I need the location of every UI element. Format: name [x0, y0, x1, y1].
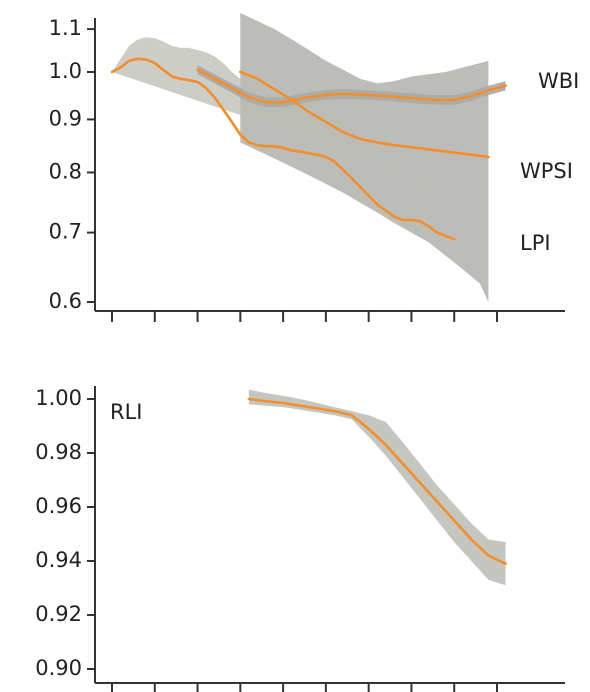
rli-confidence-band: [248, 389, 506, 586]
y-tick-label: 0.9: [49, 106, 82, 130]
y-tick-label: 1.1: [49, 16, 82, 40]
lpi-mean-line: [110, 57, 456, 241]
y-tick-label: 1.00: [35, 386, 82, 410]
lpi-label: LPI: [520, 231, 551, 255]
lpi-confidence-band: [112, 37, 455, 187]
y-tick-label: 0.6: [49, 289, 82, 313]
top-panel: LPI WBI WPSI 0.6 0.7 0.8 0.9 1.0 1.1: [49, 13, 579, 322]
y-tick-label: 0.92: [35, 602, 82, 626]
wbi-confidence-band: [197, 65, 506, 108]
y-tick-label: 0.94: [35, 548, 82, 572]
wpsi-confidence-band: [240, 13, 489, 302]
y-tick-label: 0.96: [35, 494, 82, 518]
y-tick-label: 1.0: [49, 59, 82, 83]
rli-label: RLI: [110, 400, 142, 424]
wbi-label: WBI: [538, 69, 579, 93]
y-tick-label: 0.90: [35, 656, 82, 680]
y-tick-label: 0.7: [49, 220, 82, 244]
wbi-mean-line: [196, 68, 507, 104]
wpsi-mean-line: [239, 70, 490, 159]
wpsi-label: WPSI: [520, 159, 573, 183]
y-tick-label: 0.8: [49, 159, 82, 183]
bottom-panel: RLI 0.90 0.92 0.94 0.96 0.98 1.00: [35, 386, 565, 692]
y-tick-label: 0.98: [35, 440, 82, 464]
rli-mean-line: [247, 397, 507, 565]
